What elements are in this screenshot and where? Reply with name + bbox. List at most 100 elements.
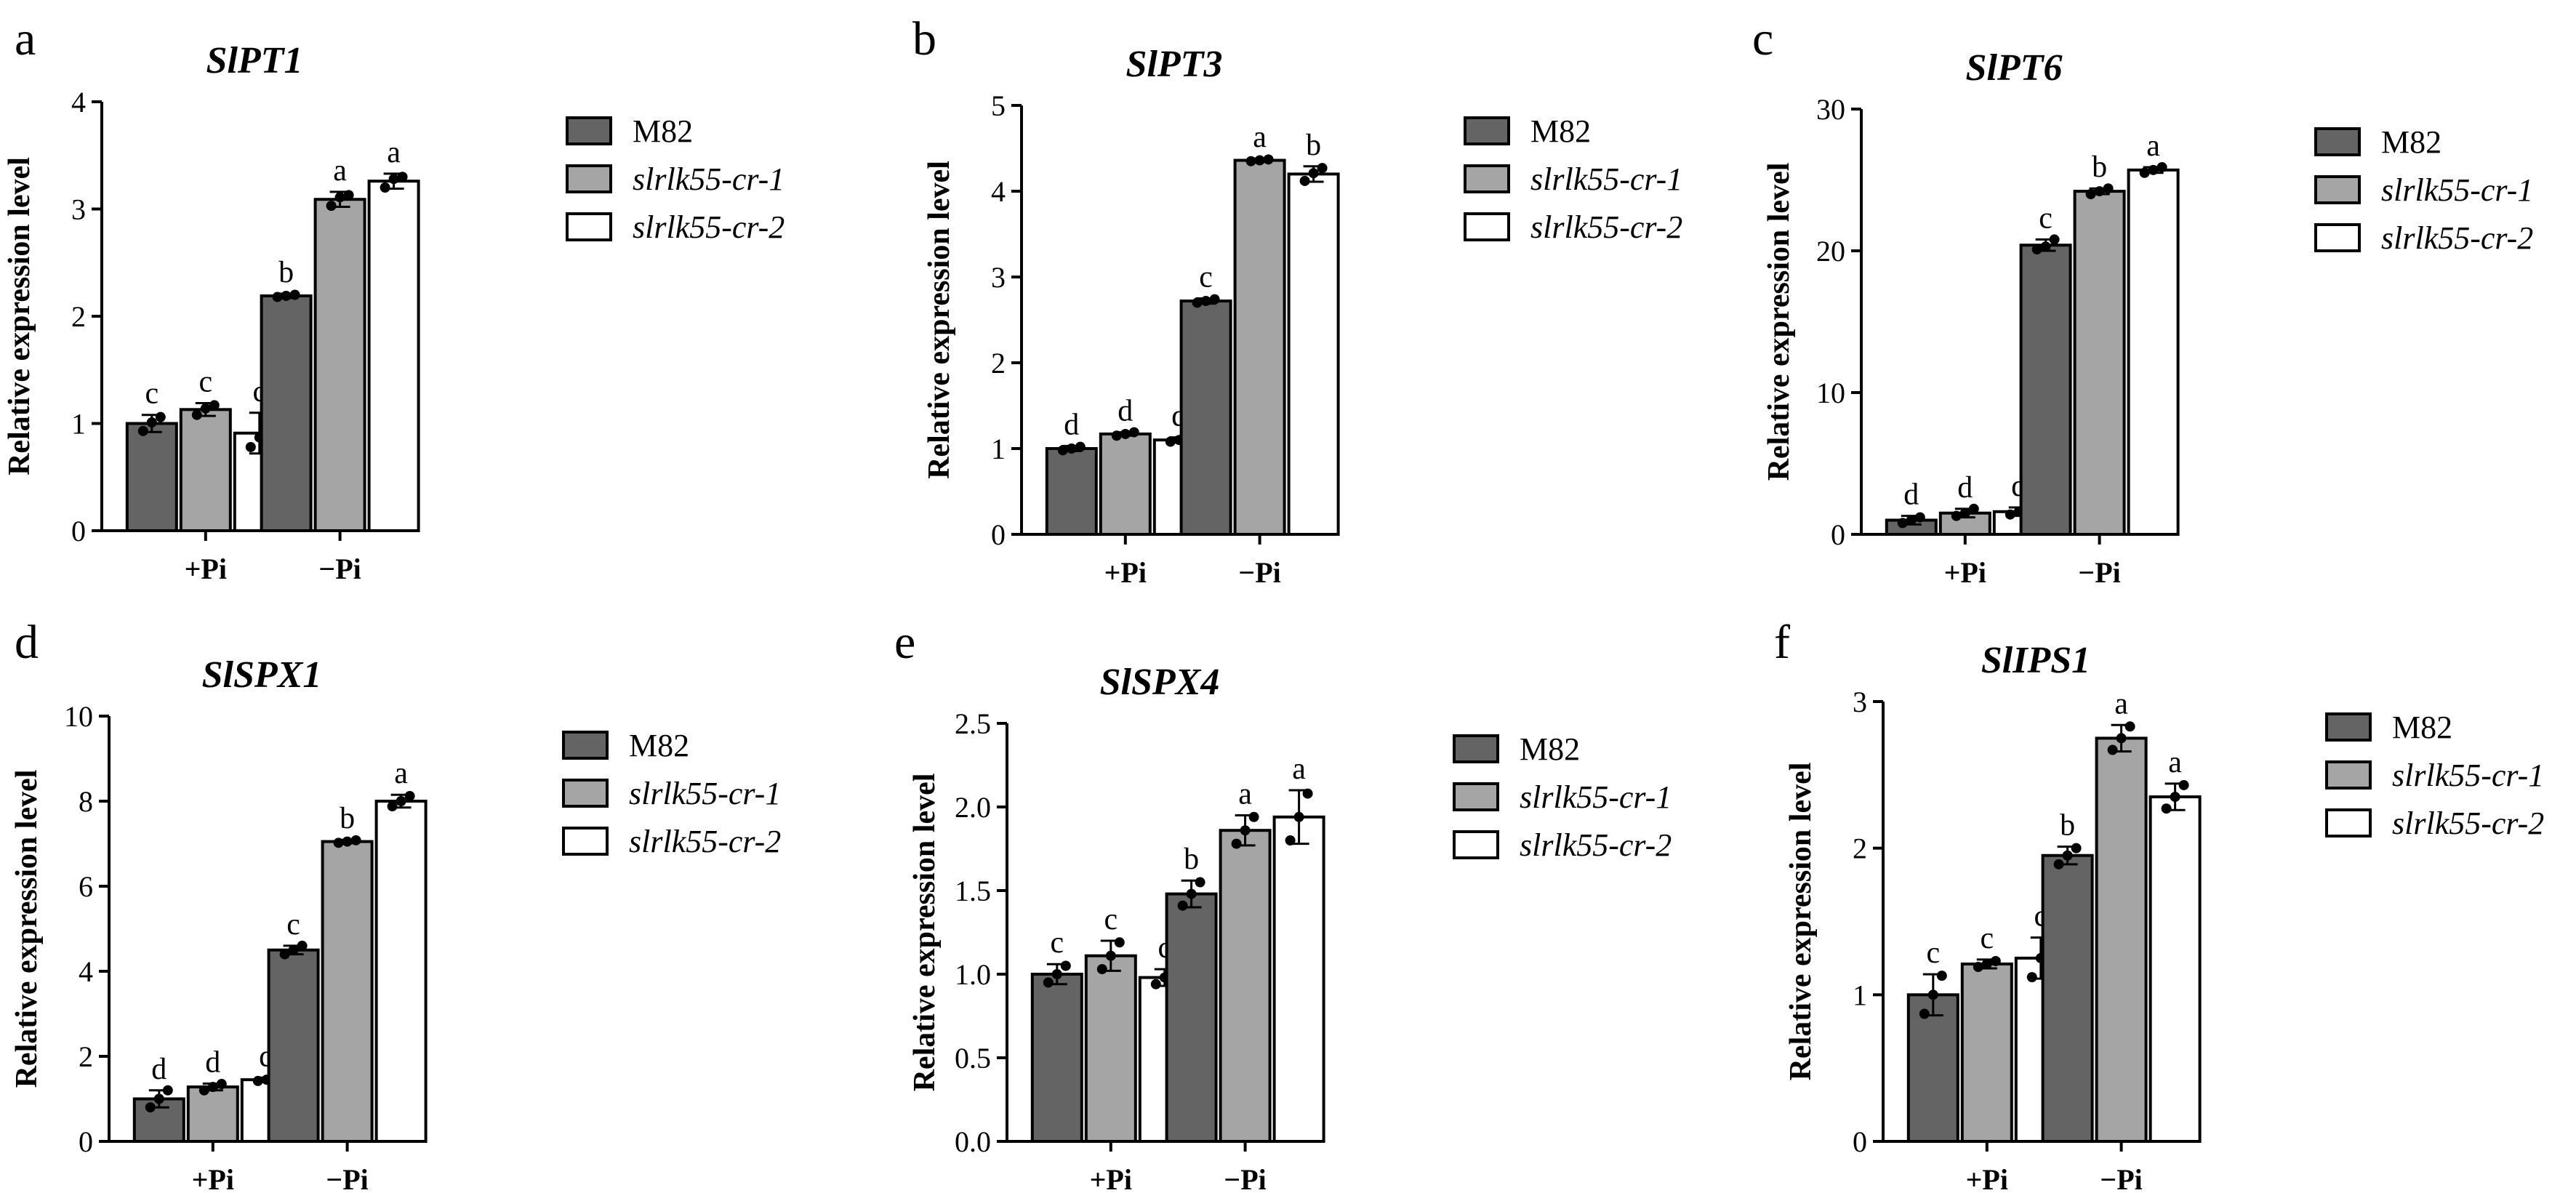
y-tick-label: 20 xyxy=(1816,235,1845,268)
data-point xyxy=(2005,509,2015,520)
x-tick-label: −Pi xyxy=(326,1163,368,1193)
chart-title: SlPT6 xyxy=(1966,47,2063,89)
panel-letter: c xyxy=(1752,12,1773,65)
y-tick-label: 1.5 xyxy=(955,875,991,907)
y-tick-label: 6 xyxy=(79,870,93,903)
data-point xyxy=(1293,811,1304,822)
chart-title: SlSPX1 xyxy=(202,654,322,696)
legend-swatch xyxy=(562,779,609,808)
data-point xyxy=(207,1082,218,1093)
data-point xyxy=(252,1075,263,1086)
data-point xyxy=(1114,937,1125,948)
chart-title: SlSPX4 xyxy=(1100,662,1220,703)
y-tick-label: 1 xyxy=(991,433,1006,465)
panel-letter: b xyxy=(912,12,936,65)
bar-b-M82 xyxy=(1045,447,1098,536)
significance-letter: c xyxy=(2039,201,2053,235)
legend-label: slrlk55-cr-2 xyxy=(629,824,781,859)
legend-swatch xyxy=(562,827,609,856)
data-point xyxy=(1177,900,1188,911)
chart-panel-c: c SlPT6 Relative expression level 0 10 20 30 +P… xyxy=(1752,12,2533,589)
data-point xyxy=(1959,507,1970,518)
bar-b-slrlk55-cr-2 xyxy=(1287,172,1340,536)
bar-c-M82 xyxy=(2019,244,2072,536)
legend-label: M82 xyxy=(2392,710,2452,745)
significance-letter: c xyxy=(1926,936,1940,970)
data-point xyxy=(387,801,398,812)
data-point xyxy=(1981,958,1992,969)
data-point xyxy=(1150,979,1161,989)
x-tick-label: −Pi xyxy=(1224,1163,1266,1193)
y-tick-label: 1 xyxy=(71,408,86,441)
significance-letter: a xyxy=(2168,746,2182,779)
significance-letter: a xyxy=(1238,778,1252,811)
legend-label: slrlk55-cr-2 xyxy=(633,209,785,245)
data-point xyxy=(1308,168,1319,179)
significance-letter: b xyxy=(2060,809,2075,843)
legend-swatch xyxy=(2314,127,2361,156)
data-point xyxy=(145,1102,156,1113)
significance-letter: c xyxy=(1199,261,1213,294)
data-point xyxy=(343,190,354,201)
legend-swatch xyxy=(1464,212,1510,241)
legend-swatch xyxy=(2325,712,2372,742)
data-point xyxy=(1231,838,1242,849)
significance-letter: d xyxy=(1118,395,1133,428)
y-tick-label: 4 xyxy=(71,86,86,119)
bar-e-slrlk55-cr-1 xyxy=(1084,954,1137,1143)
data-point xyxy=(289,289,300,300)
data-point xyxy=(1192,297,1203,308)
data-point xyxy=(350,835,361,845)
data-point xyxy=(245,441,256,452)
data-point xyxy=(1285,835,1296,845)
data-point xyxy=(1128,427,1139,438)
data-point xyxy=(2178,779,2189,790)
y-tick-label: 4 xyxy=(991,175,1006,208)
chart-title: SlIPS1 xyxy=(1981,640,2090,681)
bar-d-slrlk55-cr-2 xyxy=(374,800,428,1143)
data-point xyxy=(2139,167,2150,178)
chart-title: SlPT1 xyxy=(206,40,303,81)
x-tick-label: −Pi xyxy=(1238,556,1280,589)
data-point xyxy=(404,790,415,801)
chart-panel-e: e SlSPX4 Relative expression level 0.0 0.5 1.… xyxy=(894,616,1672,1193)
bar-a-slrlk55-cr-1 xyxy=(179,408,232,533)
y-tick-label: 3 xyxy=(1853,686,1867,718)
data-point xyxy=(1245,156,1256,166)
bar-f-slrlk55-cr-2 xyxy=(2148,795,2202,1144)
significance-letter: c xyxy=(1104,903,1118,936)
data-point xyxy=(200,403,211,414)
y-tick-label: 0.0 xyxy=(955,1125,991,1158)
data-point xyxy=(198,1085,209,1096)
legend-label: slrlk55-cr-2 xyxy=(2381,220,2533,256)
y-tick-label: 4 xyxy=(79,955,93,988)
bar-e-slrlk55-cr-1 xyxy=(1219,829,1272,1143)
data-point xyxy=(397,172,408,182)
legend-swatch xyxy=(566,212,612,241)
data-point xyxy=(2053,859,2064,869)
data-point xyxy=(2062,850,2073,861)
legend-label: slrlk55-cr-2 xyxy=(1520,827,1672,863)
data-point xyxy=(1105,950,1116,961)
legend-label: slrlk55-cr-2 xyxy=(1530,209,1682,245)
y-tick-label: 0 xyxy=(1831,518,1845,551)
data-point xyxy=(1302,788,1313,799)
bar-b-slrlk55-cr-1 xyxy=(1099,432,1152,536)
data-point xyxy=(1051,969,1062,979)
y-tick-label: 8 xyxy=(79,785,93,818)
legend-label: M82 xyxy=(1520,731,1580,767)
data-point xyxy=(279,949,290,960)
data-point xyxy=(1927,989,1938,1000)
data-point xyxy=(1299,175,1310,186)
data-point xyxy=(209,400,220,411)
legend-label: M82 xyxy=(629,728,689,763)
data-point xyxy=(2107,744,2118,755)
y-tick-label: 10 xyxy=(64,700,93,733)
legend-label: slrlk55-cr-1 xyxy=(1530,161,1682,197)
chart-panel-a: a SlPT1 Relative expression level 0 1 2 3 4 +Pi c… xyxy=(3,12,785,585)
data-point xyxy=(1186,888,1197,899)
bar-f-slrlk55-cr-1 xyxy=(2095,736,2148,1143)
data-point xyxy=(1075,441,1086,452)
y-tick-label: 3 xyxy=(991,261,1006,294)
data-point xyxy=(388,174,399,185)
